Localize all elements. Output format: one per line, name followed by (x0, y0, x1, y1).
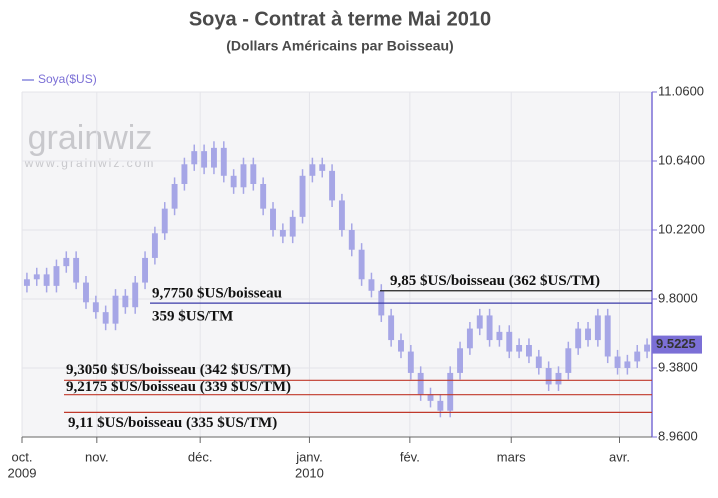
x-tick-label: avr. (609, 449, 630, 464)
candle-body (437, 400, 444, 411)
candle-body (279, 230, 286, 237)
x-year-label: 2009 (8, 465, 37, 480)
y-tick-label: 11.0600 (658, 83, 704, 98)
candle-body (585, 328, 591, 341)
candle-body (388, 315, 395, 341)
candle-body (191, 151, 198, 165)
candle-body (466, 328, 473, 349)
candle-body (181, 164, 188, 184)
annotation: 9,7750 $US/boisseau (152, 286, 282, 302)
candle-body (348, 230, 355, 250)
candle-body (614, 356, 621, 368)
candle-body (555, 372, 562, 385)
candle-body (368, 279, 375, 291)
candle-body (230, 175, 237, 188)
candle-body (270, 208, 276, 230)
candle-body (565, 348, 572, 373)
candle-body (644, 344, 651, 352)
watermark: grainwiz (28, 119, 153, 157)
candle-body (545, 368, 552, 385)
candle-body (535, 356, 542, 368)
candle-body (122, 295, 129, 308)
watermark-url: www.grainwiz.com (24, 156, 156, 170)
candle-body (201, 151, 208, 168)
y-tick-label: 9.8000 (658, 290, 698, 305)
candle-body (240, 164, 247, 188)
chart-title: Soya - Contrat à terme Mai 2010 (189, 8, 491, 30)
candle-body (260, 184, 267, 209)
candle-body (516, 345, 523, 352)
candle-body (43, 274, 50, 286)
candle-body (161, 208, 168, 234)
candle-body (289, 216, 296, 237)
candle-body (486, 315, 493, 341)
candle-body (220, 147, 227, 176)
candle-body (151, 233, 158, 258)
candle-body (250, 164, 257, 184)
x-tick-label: janv. (295, 449, 323, 464)
x-tick-label: fév. (400, 449, 420, 464)
candle-body (53, 266, 60, 286)
last-value-box (652, 335, 702, 354)
candle-body (594, 315, 601, 341)
candle-body (23, 279, 30, 286)
annotation: 9,2175 $US/boisseau (339 $US/TM) (66, 379, 291, 395)
candle-body (142, 257, 148, 283)
candle-body (427, 394, 434, 401)
candle-body (319, 164, 326, 171)
candle-body (506, 331, 513, 352)
candle-body (447, 372, 454, 411)
candle-body (171, 184, 178, 209)
x-year-label: 2010 (295, 465, 324, 480)
annotation: 9,11 $US/boisseau (335 $US/TM) (68, 415, 277, 431)
candle-body (132, 282, 139, 308)
candle-body (63, 257, 70, 267)
candle-body (398, 340, 404, 352)
candle-body (604, 315, 611, 357)
y-tick-label: 10.2200 (658, 221, 705, 236)
candle-body (299, 175, 306, 217)
candle-body (92, 302, 99, 313)
candle-body (575, 328, 582, 349)
annotation: 359 $US/TM (152, 309, 233, 325)
x-tick-label: oct. (12, 449, 33, 464)
candle-body (102, 312, 109, 324)
x-tick-label: nov. (85, 449, 109, 464)
y-tick-label: 9.3800 (658, 359, 698, 374)
candle-body (634, 351, 641, 362)
candle-body (83, 282, 89, 303)
candle-body (73, 257, 80, 283)
candle-body (211, 147, 217, 168)
candle-body (417, 372, 424, 395)
candle-body (309, 164, 316, 176)
candle-body (407, 351, 414, 373)
x-tick-label: déc. (188, 449, 213, 464)
candle-body (338, 200, 345, 230)
x-tick-label: mars (497, 449, 526, 464)
annotation: 9,85 $US/boisseau (362 $US/TM) (390, 273, 600, 289)
candle-body (358, 249, 365, 280)
chart-subtitle: (Dollars Américains par Boisseau) (226, 38, 453, 54)
y-tick-label: 8.9600 (658, 428, 698, 443)
candle-body (624, 361, 631, 368)
candle-body (329, 170, 336, 201)
last-value-label: 9.5225 (656, 336, 696, 351)
candle-body (476, 315, 483, 329)
candle-body (112, 295, 119, 324)
candle-body (526, 345, 532, 357)
candle-body (496, 331, 503, 341)
y-tick-label: 10.6400 (658, 152, 705, 167)
legend-label: Soya($US) (38, 72, 97, 86)
candle-body (33, 274, 40, 280)
annotation: 9,3050 $US/boisseau (342 $US/TM) (66, 362, 291, 378)
candle-body (457, 348, 463, 373)
